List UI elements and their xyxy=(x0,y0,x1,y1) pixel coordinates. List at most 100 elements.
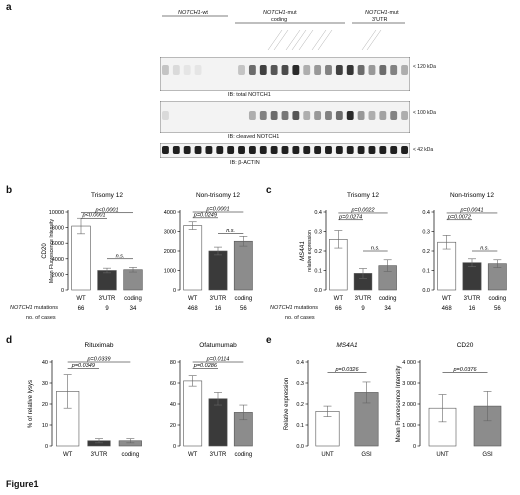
bar xyxy=(208,250,228,291)
blot-band xyxy=(292,65,300,75)
blot-band xyxy=(346,65,354,75)
blot-band xyxy=(401,65,408,75)
sig-label: n.s. xyxy=(480,246,489,252)
panel-d-label: d xyxy=(6,335,13,346)
chart-title: Trisomy 12 xyxy=(347,192,379,199)
panel-a-label: a xyxy=(6,2,12,13)
y-axis-sublabel: relative expression xyxy=(307,230,313,272)
x-tick-label: coding xyxy=(379,296,397,302)
blot-band xyxy=(346,111,354,120)
blot-band xyxy=(325,65,332,75)
blot-band xyxy=(259,111,267,120)
y-tick-label: 3 000 xyxy=(402,381,416,387)
chart-title: Ofatumumab xyxy=(199,342,237,349)
blot-label-cleaved: IB: cleaved NOTCH1 xyxy=(228,134,280,140)
blot-band xyxy=(357,111,365,120)
y-tick-label: 10000 xyxy=(49,210,64,216)
chart-b-nontrisomy: Non-trisomy 12 0 1000 2000 3000 4000 WT 468 3'UT… xyxy=(164,192,253,312)
chart-d-ofatumumab: Ofatumumab 0 20 40 60 80 WT 3'UTR coding p=0.0114… xyxy=(170,342,253,458)
chart-title: Non-trisomy 12 xyxy=(196,192,240,199)
sig-label: p=0.0022 xyxy=(350,207,374,213)
case-count: 34 xyxy=(130,306,137,312)
y-tick-label: 1000 xyxy=(164,269,176,275)
y-tick-label: 3000 xyxy=(164,230,176,236)
bar xyxy=(233,240,253,291)
blot-band xyxy=(259,146,267,154)
sig-label: p=0.0041 xyxy=(459,207,483,213)
blot-band xyxy=(346,146,354,154)
y-tick-label: 80 xyxy=(170,360,176,366)
y-tick-label: 0.0 xyxy=(422,288,430,294)
blot-band xyxy=(216,146,224,154)
case-count: 468 xyxy=(442,306,453,312)
y-tick-label: 10 xyxy=(42,423,48,429)
y-tick-label: 1 000 xyxy=(402,423,416,429)
y-tick-label: 0 xyxy=(45,444,48,450)
group-coding-line2: coding xyxy=(271,17,288,23)
c-mutations-row-label: NOTCH1 mutations xyxy=(270,305,318,311)
x-tick-label: coding xyxy=(234,296,252,302)
blot-band xyxy=(162,111,169,120)
bar xyxy=(97,270,117,291)
blot-band xyxy=(259,65,267,75)
y-tick-label: 4000 xyxy=(164,210,176,216)
y-tick-label: 60 xyxy=(170,381,176,387)
blot-band xyxy=(292,146,300,154)
blot-band xyxy=(303,111,311,120)
y-tick-label: 0.1 xyxy=(422,269,430,275)
blot-band xyxy=(194,146,202,154)
blot-band xyxy=(183,65,191,75)
x-tick-label: WT xyxy=(76,296,86,302)
blot-band xyxy=(238,146,245,154)
bar xyxy=(123,269,143,291)
x-tick-label: WT xyxy=(334,296,344,302)
x-tick-label: coding xyxy=(124,296,142,302)
sig-label: p=0.0286 xyxy=(193,363,218,369)
blot-band xyxy=(379,111,387,120)
x-tick-label: UNT xyxy=(436,452,449,458)
sig-label: p<0.0001 xyxy=(94,207,118,213)
blot-band xyxy=(238,65,245,75)
blot-band xyxy=(303,65,311,75)
x-tick-label: GSI xyxy=(361,452,372,458)
y-tick-label: 0.3 xyxy=(314,230,322,236)
x-tick-label: 3'UTR xyxy=(99,296,116,302)
y-tick-label: 0.2 xyxy=(422,249,430,255)
y-tick-label: 0.1 xyxy=(314,269,322,275)
chart-title: Rituximab xyxy=(85,342,114,349)
blot-band xyxy=(248,146,256,154)
group-utr-label: NOTCH1-mut xyxy=(365,10,399,16)
blot-band xyxy=(281,111,289,120)
chart-e-cd20: CD20 Mean Fluorescence Intensity 0 1 000 2 0… xyxy=(396,342,502,458)
x-tick-label: 3'UTR xyxy=(210,452,227,458)
y-tick-label: 2000 xyxy=(164,249,176,255)
y-tick-label: 40 xyxy=(170,402,176,408)
sig-label: n.s. xyxy=(371,246,380,252)
blot-band xyxy=(270,65,278,75)
chart-title: Trisomy 12 xyxy=(91,192,123,199)
chart-c-trisomy: Trisomy 12 MS4A1 relative expression 0.0 0.1… xyxy=(300,192,397,312)
blot-band xyxy=(248,111,256,120)
x-tick-label: WT xyxy=(188,296,198,302)
y-tick-label: 8000 xyxy=(52,226,64,232)
marker-42: < 42 kDa xyxy=(413,147,434,153)
y-tick-label: 0.3 xyxy=(422,230,430,236)
y-tick-label: 6000 xyxy=(52,241,64,247)
y-tick-label: 0.4 xyxy=(422,210,430,216)
group-utr-line2: 3'UTR xyxy=(372,17,388,23)
chart-title: Non-trisomy 12 xyxy=(450,192,494,199)
blot-band xyxy=(401,111,408,120)
panel-e-label: e xyxy=(266,335,272,346)
blot-band xyxy=(325,111,332,120)
case-count: 66 xyxy=(335,306,342,312)
sig-label: p=0.0326 xyxy=(334,367,359,373)
chart-d-rituximab: Rituximab % of relative lysys 0 10 20 30 40 WT 3… xyxy=(28,342,142,458)
blot-band xyxy=(281,65,289,75)
sig-label: p=0.0339 xyxy=(86,357,110,363)
case-count: 56 xyxy=(494,306,501,312)
panel-c-label: c xyxy=(266,185,272,196)
blot-beta-actin xyxy=(160,143,410,158)
chart-title: MS4A1 xyxy=(336,342,358,349)
sig-label: p=0.0349 xyxy=(71,363,95,369)
blot-band xyxy=(401,146,408,154)
